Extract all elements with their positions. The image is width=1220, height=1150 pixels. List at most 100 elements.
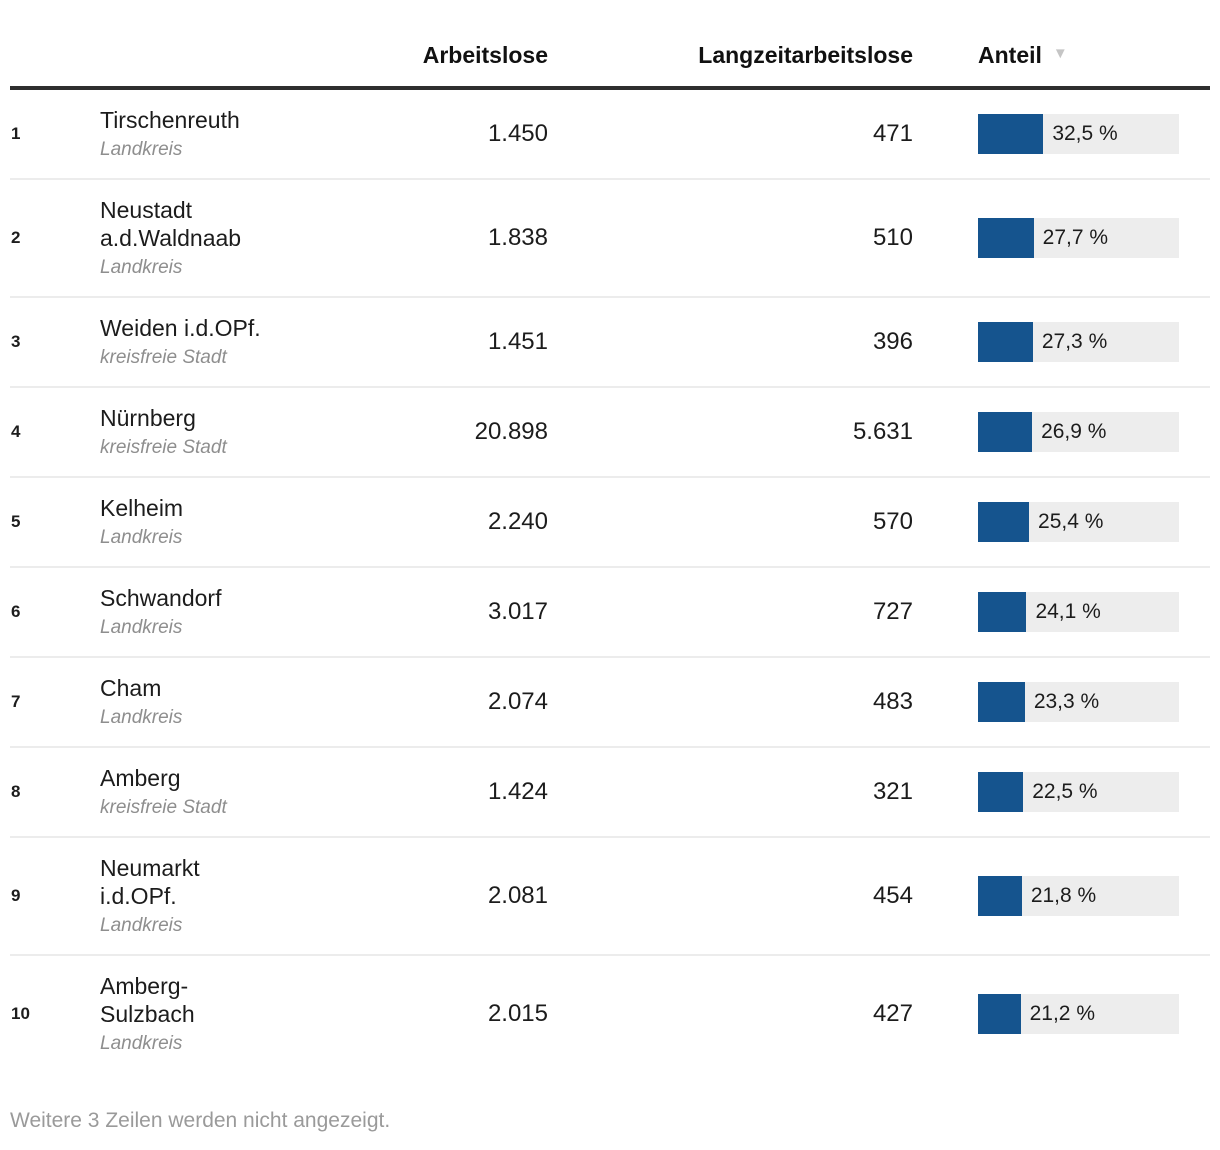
district-name: Neumarkt i.d.OPf. xyxy=(100,855,200,909)
sort-descending-icon: ▼ xyxy=(1052,45,1068,62)
anteil-bar-fill xyxy=(978,772,1024,812)
anteil-bar-track: 24,1 % xyxy=(978,592,1179,632)
table-row: 3 Weiden i.d.OPf. kreisfreie Stadt 1.451… xyxy=(10,296,1210,386)
anteil-bar-track: 27,7 % xyxy=(978,218,1179,258)
table-row: 6 Schwandorf Landkreis 3.017 727 24,1 % xyxy=(10,566,1210,656)
anteil-bar-fill xyxy=(978,412,1033,452)
table-row: 1 Tirschenreuth Landkreis 1.450 471 32,5… xyxy=(10,90,1210,178)
district-type: Landkreis xyxy=(100,527,183,548)
district-type: Landkreis xyxy=(100,617,183,638)
entity-cell: Kelheim Landkreis xyxy=(100,494,310,550)
anteil-cell: 26,9 % xyxy=(913,412,1210,452)
anteil-cell: 21,8 % xyxy=(913,876,1210,916)
arbeitslose-value: 2.074 xyxy=(487,688,548,715)
district-name: Amberg xyxy=(100,765,181,791)
district-type: Landkreis xyxy=(100,1033,183,1054)
langzeitarbeitslose-value: 396 xyxy=(872,328,913,355)
anteil-value-label: 23,3 % xyxy=(1033,690,1100,713)
arbeitslose-value: 3.017 xyxy=(487,598,548,625)
table-row: 10 Amberg-Sulzbach Landkreis 2.015 427 2… xyxy=(10,954,1210,1072)
arbeitslose-value: 1.450 xyxy=(487,120,548,147)
anteil-cell: 27,7 % xyxy=(913,218,1210,258)
table-row: 8 Amberg kreisfreie Stadt 1.424 321 22,5… xyxy=(10,746,1210,836)
anteil-bar-fill xyxy=(978,592,1027,632)
column-header-anteil[interactable]: Anteil ▼ xyxy=(913,42,1210,69)
langzeitarbeitslose-value: 727 xyxy=(872,598,913,625)
langzeitarbeitslose-value: 510 xyxy=(872,224,913,251)
table-header: Arbeitslose Langzeitarbeitslose Anteil ▼ xyxy=(10,28,1210,90)
district-name: Neustadt a.d.Waldnaab xyxy=(100,197,242,251)
langzeitarbeitslose-value: 5.631 xyxy=(852,418,913,445)
anteil-bar-track: 32,5 % xyxy=(978,114,1179,154)
column-header-arbeitslose[interactable]: Arbeitslose xyxy=(422,42,548,68)
district-name: Nürnberg xyxy=(100,405,196,431)
anteil-bar-fill xyxy=(978,114,1044,154)
anteil-value-label: 21,8 % xyxy=(1030,884,1097,907)
rank-cell: 1 xyxy=(11,124,21,143)
arbeitslose-value: 2.240 xyxy=(487,508,548,535)
anteil-bar-fill xyxy=(978,218,1034,258)
district-type: kreisfreie Stadt xyxy=(100,797,227,818)
entity-cell: Weiden i.d.OPf. kreisfreie Stadt xyxy=(100,314,310,370)
anteil-bar-track: 26,9 % xyxy=(978,412,1179,452)
entity-cell: Nürnberg kreisfreie Stadt xyxy=(100,404,310,460)
table-visualization: Arbeitslose Langzeitarbeitslose Anteil ▼… xyxy=(10,28,1210,1133)
anteil-cell: 27,3 % xyxy=(913,322,1210,362)
arbeitslose-value: 2.081 xyxy=(487,882,548,909)
langzeitarbeitslose-value: 427 xyxy=(872,1000,913,1027)
entity-cell: Neumarkt i.d.OPf. Landkreis xyxy=(100,854,310,938)
anteil-value-label: 25,4 % xyxy=(1038,510,1104,533)
arbeitslose-value: 1.451 xyxy=(487,328,548,355)
district-type: kreisfreie Stadt xyxy=(100,437,227,458)
anteil-bar-fill xyxy=(978,876,1022,916)
district-type: Landkreis xyxy=(100,139,183,160)
langzeitarbeitslose-value: 570 xyxy=(872,508,913,535)
table-row: 7 Cham Landkreis 2.074 483 23,3 % xyxy=(10,656,1210,746)
district-name: Kelheim xyxy=(100,495,184,521)
langzeitarbeitslose-value: 483 xyxy=(872,688,913,715)
anteil-value-label: 27,7 % xyxy=(1042,226,1109,249)
anteil-cell: 32,5 % xyxy=(913,114,1210,154)
district-name: Amberg-Sulzbach xyxy=(100,973,195,1027)
anteil-cell: 22,5 % xyxy=(913,772,1210,812)
district-name: Cham xyxy=(100,675,162,701)
table-row: 5 Kelheim Landkreis 2.240 570 25,4 % xyxy=(10,476,1210,566)
district-name: Tirschenreuth xyxy=(100,107,240,133)
table-row: 9 Neumarkt i.d.OPf. Landkreis 2.081 454 … xyxy=(10,836,1210,954)
anteil-bar-track: 21,8 % xyxy=(978,876,1179,916)
column-header-langzeitarbeitslose[interactable]: Langzeitarbeitslose xyxy=(698,42,913,68)
column-header-anteil-label: Anteil xyxy=(978,42,1042,68)
arbeitslose-value: 1.424 xyxy=(487,778,548,805)
district-type: Landkreis xyxy=(100,257,183,278)
district-type: Landkreis xyxy=(100,915,183,936)
rank-cell: 7 xyxy=(11,692,21,711)
table-body: 1 Tirschenreuth Landkreis 1.450 471 32,5… xyxy=(10,90,1210,1072)
district-type: kreisfreie Stadt xyxy=(100,347,227,368)
table-row: 2 Neustadt a.d.Waldnaab Landkreis 1.838 … xyxy=(10,178,1210,296)
anteil-bar-track: 21,2 % xyxy=(978,994,1179,1034)
entity-cell: Tirschenreuth Landkreis xyxy=(100,106,310,162)
anteil-bar-fill xyxy=(978,994,1021,1034)
anteil-value-label: 26,9 % xyxy=(1041,420,1107,443)
entity-cell: Amberg kreisfreie Stadt xyxy=(100,764,310,820)
anteil-value-label: 32,5 % xyxy=(1052,122,1118,145)
entity-cell: Amberg-Sulzbach Landkreis xyxy=(100,972,310,1056)
anteil-bar-fill xyxy=(978,322,1033,362)
langzeitarbeitslose-value: 321 xyxy=(872,778,913,805)
anteil-bar-track: 25,4 % xyxy=(978,502,1179,542)
rank-cell: 3 xyxy=(11,332,21,351)
anteil-cell: 21,2 % xyxy=(913,994,1210,1034)
entity-cell: Neustadt a.d.Waldnaab Landkreis xyxy=(100,196,310,280)
rank-cell: 9 xyxy=(11,886,21,905)
anteil-cell: 23,3 % xyxy=(913,682,1210,722)
footer-note: Weitere 3 Zeilen werden nicht angezeigt. xyxy=(10,1109,391,1132)
arbeitslose-value: 1.838 xyxy=(487,224,548,251)
rank-cell: 5 xyxy=(11,512,21,531)
anteil-value-label: 21,2 % xyxy=(1029,1002,1095,1025)
rank-cell: 6 xyxy=(11,602,21,621)
district-name: Schwandorf xyxy=(100,585,222,611)
arbeitslose-value: 2.015 xyxy=(487,1000,548,1027)
arbeitslose-value: 20.898 xyxy=(474,418,548,445)
anteil-cell: 25,4 % xyxy=(913,502,1210,542)
anteil-bar-track: 27,3 % xyxy=(978,322,1179,362)
